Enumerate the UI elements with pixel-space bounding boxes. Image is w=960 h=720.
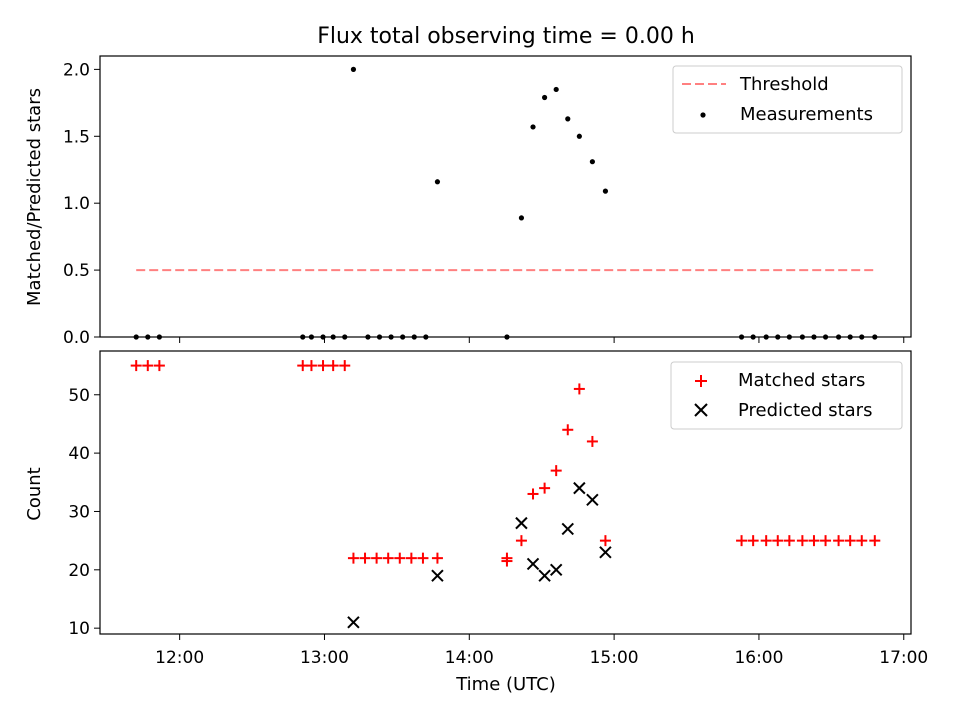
matched-star-point [599,535,611,547]
x-tick-label: 12:00 [155,648,204,668]
measurement-point [565,116,571,122]
predicted-star-point [538,569,551,582]
matched-star-point [586,435,598,447]
matched-star-point [539,482,551,494]
matched-star-point [515,535,527,547]
y-tick-label: 0.5 [63,261,90,281]
chart-title: Flux total observing time = 0.00 h [317,24,695,49]
y-tick-label: 10 [68,619,90,639]
matched-star-point [562,424,574,436]
measurement-point [589,159,595,165]
legend-matched-label: Matched stars [738,370,865,391]
matched-star-point [142,360,154,372]
legend-threshold-label: Threshold [739,74,829,95]
matched-star-point [856,535,868,547]
matched-star-point [417,552,429,564]
predicted-star-point [573,481,586,495]
x-axis-label: Time (UTC) [455,674,556,695]
predicted-star-point [526,557,540,571]
legend-predicted-swatch [694,403,708,417]
measurement-point [602,188,609,194]
measurement-point [434,179,441,185]
matched-star-point [844,535,856,547]
predicted-star-point [515,516,528,530]
x-tick-label: 13:00 [300,648,349,668]
y-tick-label: 50 [68,386,90,406]
matched-star-point [382,552,394,564]
x-tick-label: 17:00 [879,648,928,668]
bottom-legend-box [670,361,903,430]
top-axes-frame [99,55,912,338]
matched-star-point [371,552,383,564]
matched-star-point [820,535,832,547]
matched-star-point [760,535,772,547]
y-tick-label: 1.0 [63,194,90,214]
predicted-star-point [431,569,444,582]
measurement-point [350,66,357,72]
bottom-axes-frame [99,350,912,635]
measurement-point [518,215,525,221]
predicted-star-point [347,616,360,629]
y-tick-label: 2.0 [63,60,90,80]
bottom-ticks: 10 20 30 40 50 12:00 13:00 14:00 15:00 16:00 17:00 [68,386,928,668]
matched-star-point [736,535,748,547]
matched-star-point [327,360,339,372]
matched-star-point [550,465,562,477]
x-tick-label: 15:00 [590,648,639,668]
measurement-point [542,94,548,101]
y-tick-label: 30 [68,502,90,522]
ratio-panel: Flux total observing time = 0.00 h Match… [24,24,912,348]
measurement-point [576,133,582,139]
bottom-plot-area [130,360,881,629]
matched-star-point [808,535,820,547]
matched-star-point [339,360,351,372]
matched-star-point [747,535,759,547]
bottom-y-axis-label: Count [24,467,45,520]
matched-star-point [130,360,142,372]
matched-star-point [305,360,317,372]
y-tick-label: 1.5 [63,127,90,147]
bottom-legend: Matched stars Predicted stars [670,361,903,430]
matched-star-point [833,535,845,547]
predicted-star-point [549,563,563,577]
predicted-star-point [599,546,612,559]
predicted-star-point [561,522,574,536]
legend-measurements-swatch [700,112,706,118]
top-y-axis-label: Matched/Predicted stars [24,88,45,306]
x-tick-label: 14:00 [445,648,494,668]
measurement-point [553,86,559,93]
y-tick-label: 40 [68,444,90,464]
matched-star-point [573,383,585,395]
x-tick-label: 16:00 [734,648,783,668]
legend-matched-swatch [695,375,707,387]
matched-star-point [783,535,795,547]
matched-star-point [153,360,165,372]
matched-star-point [431,552,443,564]
matched-star-point [359,552,371,564]
legend-measurements-label: Measurements [740,104,873,125]
predicted-star-point [586,493,599,507]
matched-star-point [796,535,808,547]
legend-predicted-label: Predicted stars [738,400,872,421]
matched-star-point [405,552,417,564]
measurement-point [530,124,536,130]
top-legend: Threshold Measurements [672,65,903,134]
count-panel: Count Time (UTC) 10 20 30 40 50 12:00 13:00 14:… [24,350,928,695]
top-ticks: 0.0 0.5 1.0 1.5 2.0 [63,60,905,348]
matched-star-point [527,488,539,500]
y-tick-label: 20 [68,561,90,581]
matched-star-point [347,552,359,564]
matched-star-point [394,552,406,564]
top-legend-box [672,65,903,134]
matched-star-point [501,555,513,567]
matched-star-point [869,535,881,547]
y-tick-label: 0.0 [63,328,90,348]
matched-star-point [772,535,784,547]
matched-star-point [317,360,329,372]
top-plot-area [133,66,878,340]
